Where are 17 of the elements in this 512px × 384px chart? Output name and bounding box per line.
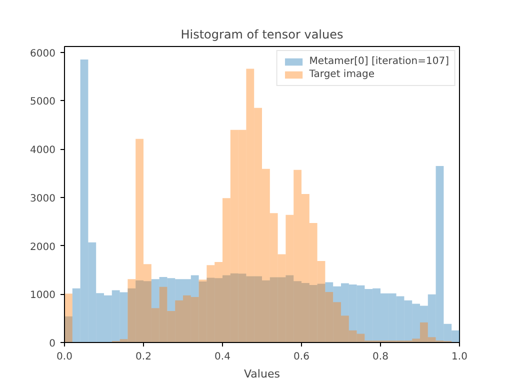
y-tick-label: 6000: [30, 48, 56, 60]
legend-label: Metamer[0] [iteration=107]: [309, 56, 449, 67]
y-tick-label: 5000: [30, 96, 56, 108]
x-tick-label: 1.0: [452, 352, 468, 362]
y-tick-label: 1000: [30, 290, 56, 302]
y-tick-label: 0: [49, 338, 56, 350]
x-tick-label: 0.6: [294, 352, 310, 362]
y-tick-label: 2000: [30, 242, 56, 253]
x-tick-label: 0.0: [56, 352, 72, 362]
x-tick-label: 0.4: [214, 352, 230, 362]
x-tick-label: 0.2: [136, 352, 152, 362]
legend-label: Target image: [309, 69, 375, 80]
x-tick-label: 0.8: [372, 352, 388, 362]
y-tick-label: 4000: [30, 145, 56, 156]
chart-title: Histogram of tensor values: [180, 28, 344, 42]
y-tick-label: 3000: [30, 193, 56, 204]
x-axis-title: Values: [244, 368, 280, 380]
